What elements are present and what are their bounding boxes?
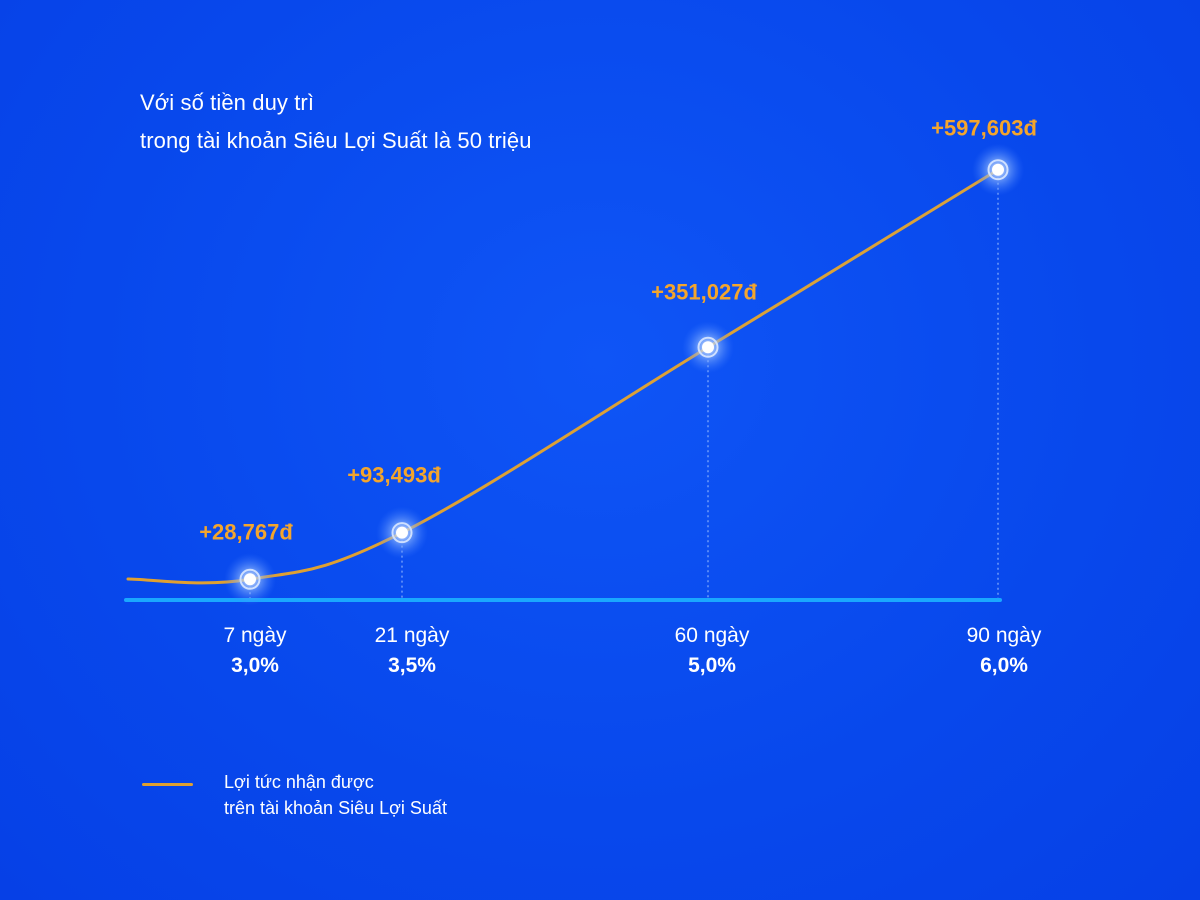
chart-title-line-2: trong tài khoản Siêu Lợi Suất là 50 triệ… [140,128,532,153]
x-tick-label-2: 60 ngày [675,624,750,647]
rate-label-3: 6,0% [980,654,1028,677]
value-label-2: +351,027đ [651,279,757,304]
x-tick-label-1: 21 ngày [375,624,450,647]
data-point-2 [682,321,734,374]
data-point-1 [376,506,428,559]
chart-title-line-1: Với số tiền duy trì [140,90,315,115]
legend-label-line-2: trên tài khoản Siêu Lợi Suất [224,798,447,818]
value-label-1: +93,493đ [347,463,441,488]
rate-label-0: 3,0% [231,654,279,677]
data-point-0 [224,553,276,606]
data-point-3 [972,143,1024,196]
x-tick-label-0: 7 ngày [223,624,287,647]
rate-label-2: 5,0% [688,654,736,677]
rate-label-1: 3,5% [388,654,436,677]
legend-swatch [142,783,193,786]
legend-label-line-1: Lợi tức nhận được [224,772,374,792]
value-label-3: +597,603đ [931,116,1037,141]
value-label-0: +28,767đ [199,519,293,544]
x-tick-label-3: 90 ngày [967,624,1042,647]
